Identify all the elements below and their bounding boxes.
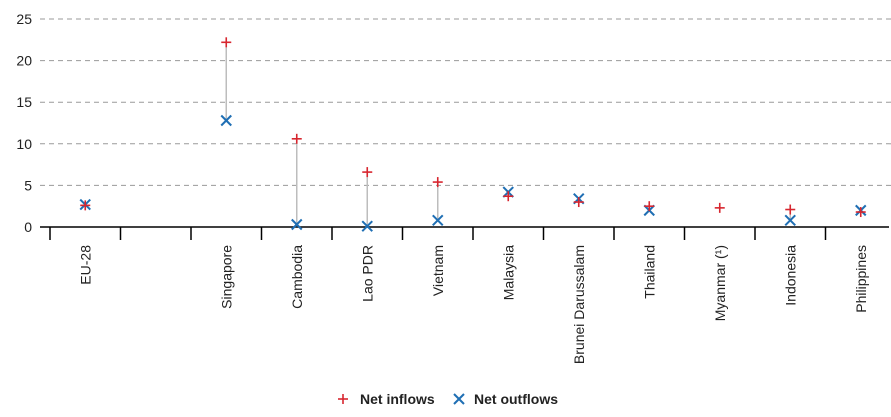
x-tick-label: Malaysia	[500, 245, 516, 300]
y-tick-label: 20	[16, 53, 32, 69]
legend-label-net-outflows: Net outflows	[474, 391, 558, 407]
legend: Net inflows Net outflows	[338, 391, 558, 407]
x-tick-label: Indonesia	[782, 245, 798, 306]
y-tick-label: 0	[24, 219, 32, 235]
x-tick-label: Thailand	[641, 245, 657, 299]
net-outflows-point	[432, 214, 444, 227]
y-tick-label: 15	[16, 94, 32, 110]
x-tick-label: Vietnam	[430, 245, 446, 296]
x-tick-label: Philippines	[853, 245, 869, 313]
label-layer: 0 5 10 15 20 25 EU-28 Singapore Cambodia Lao PDR V…	[16, 11, 868, 364]
net-inflows-point	[573, 197, 584, 208]
net-outflows-point	[784, 214, 796, 227]
x-tick-label: Myanmar (¹)	[712, 245, 728, 321]
y-tick-label: 25	[16, 11, 32, 27]
y-tick-label: 10	[16, 136, 32, 152]
x-tick-label: Lao PDR	[359, 245, 375, 302]
net-outflows-point	[361, 220, 373, 232]
net-inflows-point	[855, 207, 866, 218]
axis-layer	[40, 226, 889, 240]
x-tick-label: EU-28	[77, 245, 93, 285]
grid-layer	[40, 18, 891, 186]
x-tick-label: Singapore	[218, 245, 234, 309]
net-inflows-point	[291, 133, 302, 144]
legend-cross-icon	[453, 393, 465, 405]
marker-layer	[79, 37, 867, 232]
net-inflows-point	[644, 201, 655, 212]
y-tick-label: 5	[24, 177, 32, 193]
net-inflows-point	[503, 191, 514, 202]
net-inflows-point	[432, 177, 443, 188]
x-tick-label: Cambodia	[289, 245, 305, 309]
net-inflows-point	[221, 37, 232, 48]
net-inflows-point	[785, 204, 796, 215]
net-outflows-point	[291, 218, 303, 231]
net-inflows-point	[80, 200, 91, 211]
x-tick-label: Brunei Darussalam	[571, 245, 587, 364]
legend-label-net-inflows: Net inflows	[360, 391, 435, 407]
legend-plus-icon	[338, 394, 348, 404]
connector-layer	[84, 42, 862, 227]
net-inflows-point	[362, 167, 373, 178]
net-outflows-point	[220, 114, 232, 127]
net-inflows-point	[714, 202, 725, 213]
